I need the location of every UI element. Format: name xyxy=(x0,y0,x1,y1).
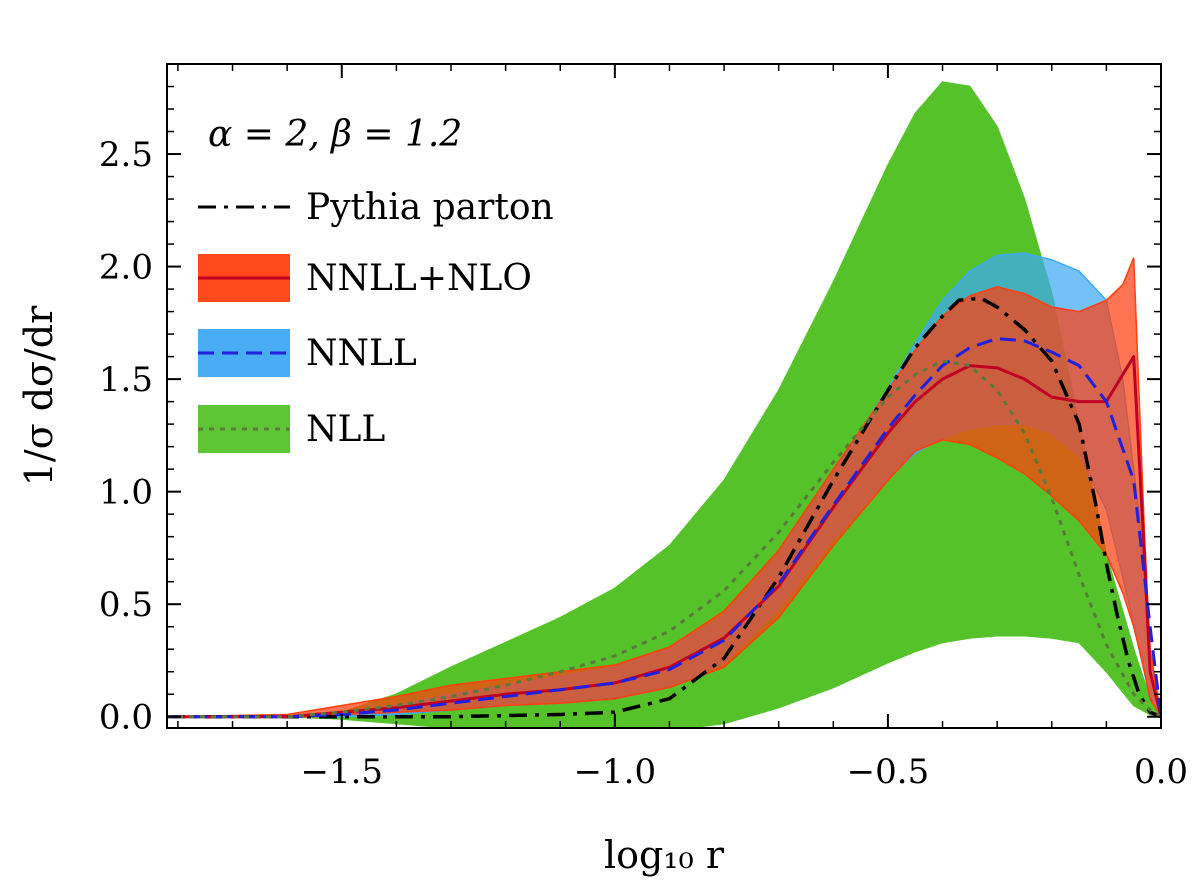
line-nll xyxy=(167,359,1161,719)
lines-layer xyxy=(167,296,1161,719)
line-nnll xyxy=(167,337,1161,719)
band-nll xyxy=(167,81,1161,728)
y-tick-label: 2.0 xyxy=(99,248,153,288)
bands-layer xyxy=(167,81,1161,728)
y-axis-title: 1/σ dσ/dr xyxy=(17,305,61,486)
plot-frame xyxy=(166,63,1162,729)
legend-label-nnll-nlo: NNLL+NLO xyxy=(306,258,532,299)
y-tick-label: 2.5 xyxy=(99,135,153,175)
y-tick-label: 1.5 xyxy=(99,360,153,400)
legend-label-pythia-parton: Pythia parton xyxy=(306,187,554,228)
legend-items: Pythia parton NNLL+NLO NNLL NLL xyxy=(198,187,554,453)
band-nnll-nlo xyxy=(167,257,1161,718)
legend-label-nll: NLL xyxy=(306,409,385,450)
x-tick-label: 0.0 xyxy=(1134,752,1188,792)
legend-title: α = 2, β = 1.2 xyxy=(208,114,462,155)
y-tick-label: 0.0 xyxy=(99,698,153,738)
y-tick-label: 1.0 xyxy=(99,473,153,513)
legend: α = 2, β = 1.2 Pythia parton NNLL+NLO NNLL… xyxy=(198,114,554,453)
line-pythia-parton xyxy=(167,296,1161,719)
legend-label-nnll: NNLL xyxy=(306,333,417,374)
x-tick-label: −1.0 xyxy=(574,752,657,792)
x-tick-label: −1.5 xyxy=(300,752,383,792)
x-tick-label: −0.5 xyxy=(847,752,930,792)
ticklabels-layer: −1.5 −1.0 −0.5 0.0 0.0 0.5 1.0 1.5 2.0 2.5 xyxy=(99,135,1188,792)
x-axis-title: log₁₀ r xyxy=(604,833,725,877)
ticks-layer xyxy=(167,63,1162,728)
y-tick-label: 0.5 xyxy=(99,585,153,625)
